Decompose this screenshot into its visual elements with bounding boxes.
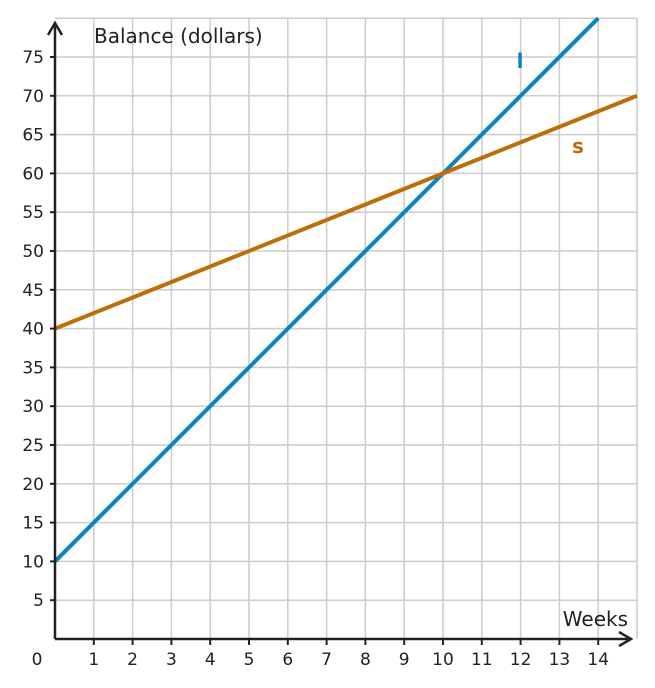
y-tick-label: 15 <box>22 514 44 534</box>
x-tick-label: 9 <box>399 650 410 670</box>
series-line-s <box>54 93 638 331</box>
y-tick-label: 70 <box>22 87 44 107</box>
y-tick-label: 5 <box>33 591 44 611</box>
x-axis-arrow-icon <box>618 630 634 648</box>
y-tick-label: 45 <box>22 281 44 301</box>
origin-label: 0 <box>32 650 43 670</box>
y-tick-label: 10 <box>22 552 44 572</box>
x-tick-label: 12 <box>510 650 532 670</box>
x-tick-label: 7 <box>321 650 332 670</box>
x-tick-label: 14 <box>587 650 609 670</box>
y-axis-title: Balance (dollars) <box>94 24 263 48</box>
x-tick-label: 13 <box>549 650 571 670</box>
y-tick-label: 75 <box>22 48 44 68</box>
y-tick-label: 20 <box>22 475 44 495</box>
y-tick-label: 35 <box>22 358 44 378</box>
y-tick-label: 65 <box>22 126 44 146</box>
y-tick-label: 40 <box>22 320 44 340</box>
x-tick-label: 3 <box>166 650 177 670</box>
series-line-l <box>53 16 600 563</box>
x-tick-label: 6 <box>282 650 293 670</box>
x-tick-label: 10 <box>432 650 454 670</box>
series-label-l: l <box>517 49 524 73</box>
tick-labels: 0 1 2 3 4 5 6 7 8 9 10 11 12 13 145101520253035404550… <box>22 48 609 670</box>
x-tick-label: 4 <box>205 650 216 670</box>
series-labels: ls <box>517 49 584 158</box>
series-lines <box>53 16 638 563</box>
grid <box>55 17 638 639</box>
y-tick-label: 55 <box>22 203 44 223</box>
y-tick-label: 25 <box>22 436 44 456</box>
y-tick-label: 30 <box>22 397 44 417</box>
x-tick-label: 11 <box>471 650 493 670</box>
x-tick-label: 8 <box>360 650 371 670</box>
y-axis-arrow-icon <box>46 20 64 36</box>
y-tick-label: 50 <box>22 242 44 262</box>
series-label-s: s <box>572 134 584 158</box>
x-tick-label: 1 <box>88 650 99 670</box>
axes <box>46 20 634 648</box>
x-tick-label: 5 <box>244 650 255 670</box>
x-axis-title: Weeks <box>563 607 628 631</box>
x-tick-label: 2 <box>127 650 138 670</box>
y-tick-label: 60 <box>22 164 44 184</box>
